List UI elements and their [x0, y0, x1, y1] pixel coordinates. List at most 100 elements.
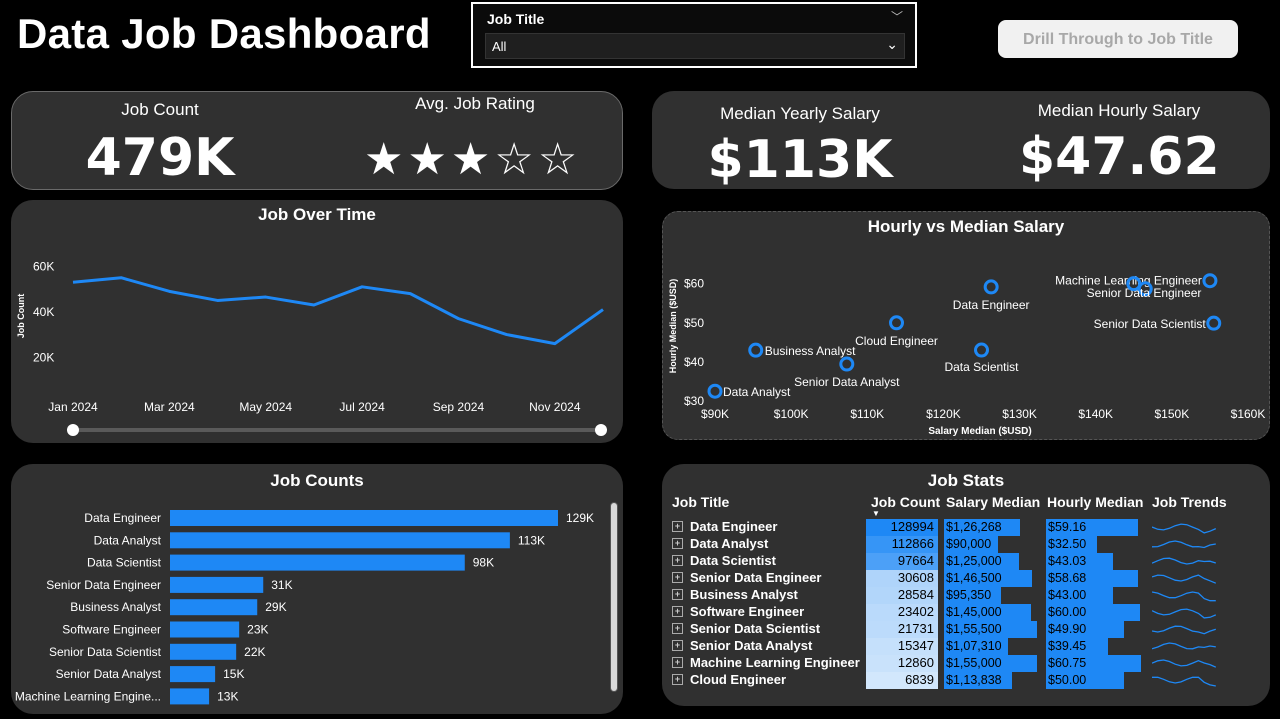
date-range-slider-start[interactable] [67, 424, 79, 436]
avg-rating-label: Avg. Job Rating [415, 94, 535, 113]
table-row[interactable]: + Cloud Engineer 6839 $1,13,838 $50.00 [672, 672, 1232, 689]
line-chart-title: Job Over Time [258, 205, 376, 224]
dropdown-chevron-icon[interactable]: ⌄ [886, 36, 898, 52]
expand-icon[interactable]: + [672, 640, 683, 651]
salary-median-text: $1,25,000 [946, 554, 1002, 568]
hourly-median-cell: $60.75 [1046, 655, 1141, 672]
y-tick-label: $60 [684, 277, 704, 291]
job-title-cell: Senior Data Engineer [690, 570, 822, 585]
job-count-cell: 97664 [866, 553, 938, 570]
expand-icon[interactable]: + [672, 606, 683, 617]
line-chart: 20K 40K 60K Jan 2024 Mar 2024 May 2024 Jul 202… [16, 259, 607, 436]
x-tick-label: Mar 2024 [144, 400, 195, 414]
hourly-median-cell: $43.00 [1046, 587, 1114, 604]
expand-icon[interactable]: + [672, 555, 683, 566]
hourly-median-cell: $50.00 [1046, 672, 1125, 689]
job-title-slicer[interactable]: Job Title ﹀ All ⌄ [471, 2, 917, 68]
bar [170, 621, 240, 638]
salary-median-cell: $90,000 [944, 536, 998, 553]
salary-median-cell: $1,45,000 [944, 604, 1031, 621]
table-row[interactable]: + Data Scientist 97664 $1,25,000 $43.03 [672, 553, 1232, 570]
hourly-median-text: $43.03 [1048, 554, 1087, 568]
job-trend-sparkline [1152, 591, 1216, 602]
bar-value-label: 13K [217, 689, 238, 703]
salary-median-text: $1,07,310 [946, 639, 1002, 653]
bar-chart: Data Engineer 129K Data Analyst 113K Data Sc… [15, 510, 594, 705]
scatter-point-label: Data Engineer [953, 298, 1030, 312]
scatter-chart: $90K $100K $110K $120K $130K $140K $150K $160K $… [668, 273, 1266, 437]
table-row[interactable]: + Machine Learning Engineer 12860 $1,55,000… [672, 655, 1232, 672]
expand-icon[interactable]: + [672, 674, 683, 685]
expand-icon[interactable]: + [672, 521, 683, 532]
bar-value-label: 15K [223, 667, 244, 681]
table-row[interactable]: + Software Engineer 23402 $1,45,000 $60.00 [672, 604, 1232, 621]
median-yearly-label: Median Yearly Salary [720, 104, 880, 123]
job-count-cell: 128994 [866, 519, 938, 536]
scatter-point-label: Data Scientist [944, 360, 1019, 374]
scatter-point-label: Cloud Engineer [855, 334, 938, 348]
job-count-text: 28584 [897, 587, 934, 602]
job-title-cell: Data Scientist [690, 553, 776, 568]
bar [170, 510, 558, 526]
bar-chart-scroll-thumb[interactable] [611, 503, 617, 691]
hourly-median-text: $59.16 [1048, 520, 1087, 534]
table-row[interactable]: + Data Analyst 112866 $90,000 $32.50 [672, 536, 1232, 553]
job-title-cell: Cloud Engineer [690, 672, 787, 687]
slicer-dropdown[interactable]: All ⌄ [485, 33, 905, 59]
col-header-job-trends[interactable]: Job Trends [1152, 494, 1227, 510]
job-trend-sparkline [1152, 540, 1216, 549]
col-header-salary-median[interactable]: Salary Median [946, 494, 1041, 510]
expand-icon[interactable]: + [672, 538, 683, 549]
bar-category-label: Software Engineer [62, 623, 161, 637]
job-count-cell: 21731 [866, 621, 938, 638]
scatter-point [707, 383, 723, 399]
bar [170, 599, 258, 616]
scatter-point-label: Business Analyst [765, 344, 856, 358]
expand-icon[interactable]: + [672, 572, 683, 583]
scatter-point-label: Senior Data Analyst [794, 375, 900, 389]
bar-category-label: Senior Data Engineer [46, 578, 161, 592]
table-row[interactable]: + Data Engineer 128994 $1,26,268 $59.16 [672, 519, 1232, 536]
job-count-text: 15347 [897, 638, 934, 653]
bar-category-label: Data Analyst [94, 533, 162, 547]
bar [170, 554, 465, 571]
salary-median-cell: $1,25,000 [944, 553, 1019, 570]
table-title: Job Stats [927, 471, 1005, 490]
col-header-job-title[interactable]: Job Title [672, 494, 730, 510]
bar-category-label: Data Scientist [87, 556, 162, 570]
col-header-job-count[interactable]: Job Count [871, 494, 941, 510]
x-tick-label: $150K [1155, 407, 1190, 421]
x-tick-label: $100K [774, 407, 809, 421]
salary-median-cell: $1,46,500 [944, 570, 1032, 587]
table-row[interactable]: + Senior Data Engineer 30608 $1,46,500 $58.6… [672, 570, 1232, 587]
date-range-slider-end[interactable] [595, 424, 607, 436]
median-hourly-value: $47.62 [1019, 127, 1220, 187]
table-row[interactable]: + Senior Data Scientist 21731 $1,55,500 $49.… [672, 621, 1232, 638]
job-title-cell: Machine Learning Engineer [690, 655, 860, 670]
bar-category-label: Machine Learning Engine... [15, 689, 161, 703]
hourly-median-cell: $49.90 [1046, 621, 1124, 638]
table-row[interactable]: + Business Analyst 28584 $95,350 $43.00 [672, 587, 1232, 604]
bar-value-label: 129K [566, 511, 594, 525]
salary-median-text: $90,000 [946, 537, 992, 551]
chevron-down-icon[interactable]: ﹀ [891, 10, 904, 24]
table-row[interactable]: + Senior Data Analyst 15347 $1,07,310 $39.45 [672, 638, 1232, 655]
salary-median-cell: $1,26,268 [944, 519, 1020, 536]
expand-icon[interactable]: + [672, 589, 683, 600]
job-counts-card: Job Counts [11, 464, 623, 714]
slicer-selected-value: All [492, 39, 507, 54]
drill-through-button[interactable]: Drill Through to Job Title [998, 20, 1238, 58]
scatter-point-label: Senior Data Scientist [1094, 317, 1207, 331]
star-filled-icon: ★ [407, 134, 451, 185]
expand-icon[interactable]: + [672, 657, 683, 668]
x-tick-label: $160K [1231, 407, 1266, 421]
y-tick-label: $40 [684, 355, 704, 369]
expand-icon[interactable]: + [672, 623, 683, 634]
x-tick-label: May 2024 [239, 400, 292, 414]
hourly-median-text: $49.90 [1048, 622, 1087, 636]
hourly-median-text: $60.00 [1048, 605, 1087, 619]
median-yearly-value: $113K [707, 130, 893, 190]
col-header-hourly-median[interactable]: Hourly Median [1047, 494, 1144, 510]
job-count-text: 97664 [897, 553, 934, 568]
bar [170, 643, 237, 660]
